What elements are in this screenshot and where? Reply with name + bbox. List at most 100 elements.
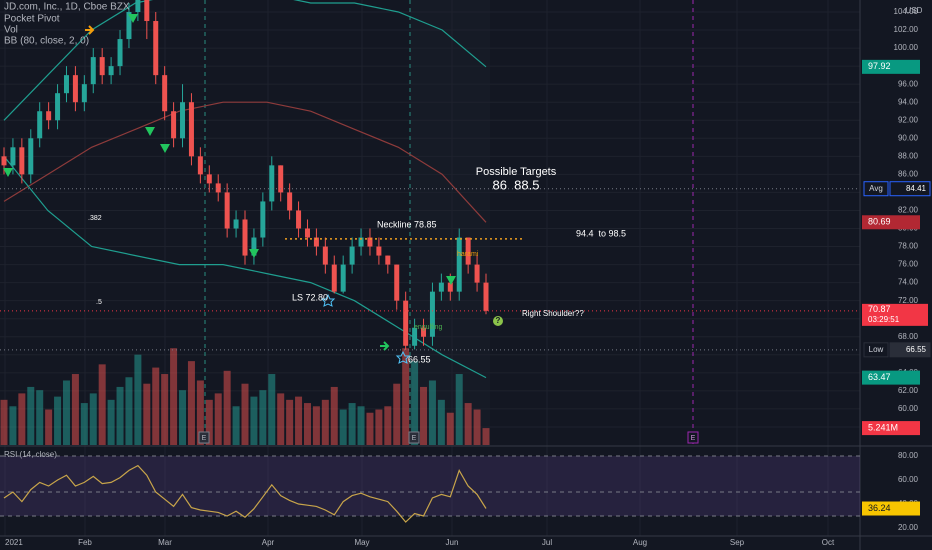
volume-bar bbox=[259, 390, 267, 445]
annotation: Right Shoulder?? bbox=[522, 309, 584, 318]
candle-body bbox=[367, 237, 373, 247]
candle-body bbox=[171, 111, 177, 139]
x-tick-label: Feb bbox=[78, 538, 92, 547]
volume-bar bbox=[384, 406, 392, 445]
x-tick-label: May bbox=[354, 538, 369, 547]
candle-body bbox=[162, 75, 168, 112]
candle-body bbox=[63, 75, 69, 94]
badge bbox=[862, 421, 920, 436]
volume-bar bbox=[54, 396, 62, 445]
volume-bar bbox=[27, 386, 35, 445]
volume-bar bbox=[277, 393, 285, 445]
volume-bar bbox=[107, 399, 115, 445]
y-tick-label: 62.00 bbox=[898, 386, 919, 395]
volume-bar bbox=[303, 403, 311, 445]
candle-body bbox=[90, 57, 96, 85]
volume-bar bbox=[214, 393, 222, 445]
volume-bar bbox=[375, 409, 383, 445]
badge-name: Avg bbox=[869, 184, 883, 193]
annotation: .5 bbox=[96, 299, 102, 306]
candle-body bbox=[385, 255, 391, 265]
volume-bar bbox=[241, 383, 249, 445]
volume-bar bbox=[18, 393, 26, 445]
volume-bar bbox=[321, 399, 329, 445]
volume-bar bbox=[455, 374, 463, 445]
volume-bar bbox=[295, 396, 303, 445]
volume-bar bbox=[357, 406, 365, 445]
x-tick-label: Sep bbox=[730, 538, 745, 547]
currency: USD bbox=[906, 6, 923, 15]
volume-bar bbox=[330, 386, 338, 445]
candle-body bbox=[269, 165, 275, 202]
volume-bar bbox=[268, 374, 276, 445]
y-tick-label: 82.00 bbox=[898, 206, 919, 215]
candle-body bbox=[465, 237, 471, 265]
volume-bar bbox=[428, 380, 436, 445]
annotation: .382 bbox=[88, 215, 102, 222]
volume-bar bbox=[437, 399, 445, 445]
annotation: engulfing bbox=[414, 324, 443, 331]
badge-label: 97.92 bbox=[868, 61, 891, 71]
candle-body bbox=[260, 201, 266, 238]
candle-body bbox=[153, 21, 159, 76]
legend-entry: RSI (14, close) bbox=[4, 450, 57, 459]
annotation: Neckline 78.85 bbox=[377, 219, 437, 229]
markers bbox=[3, 14, 503, 364]
y-tick-label: 102.00 bbox=[894, 25, 919, 34]
annotation: harami bbox=[457, 251, 479, 258]
volume-bar bbox=[205, 399, 213, 445]
annotation: 66.55 bbox=[408, 354, 431, 364]
annotation: 86 88.5 bbox=[493, 177, 540, 192]
volume-bar bbox=[62, 380, 70, 445]
candle-body bbox=[197, 156, 203, 175]
candle-body bbox=[304, 228, 310, 238]
y-tick-label: 80.00 bbox=[898, 451, 919, 460]
badge-name: Low bbox=[869, 345, 884, 354]
candle-body bbox=[412, 327, 418, 346]
legend-entry: BB (80, close, 2, 0) bbox=[4, 36, 89, 47]
badge-timer: 03:29:51 bbox=[868, 315, 900, 324]
volume-bar bbox=[339, 409, 347, 445]
legend-entry: JD.com, Inc., 1D, Cboe BZX bbox=[4, 2, 130, 13]
candle-body bbox=[349, 246, 355, 265]
badge bbox=[889, 342, 931, 358]
x-tick-label: Jul bbox=[542, 538, 552, 547]
volume-bar bbox=[446, 412, 454, 445]
badge-label: 70.87 bbox=[868, 304, 891, 314]
legend-entry: Pocket Pivot bbox=[4, 14, 60, 25]
candle-body bbox=[296, 210, 302, 229]
volume-bar bbox=[125, 377, 133, 445]
badge-label: 36.24 bbox=[868, 503, 891, 513]
earnings-label: E bbox=[691, 435, 696, 442]
rsi-band bbox=[0, 456, 860, 516]
earnings-marker bbox=[408, 431, 420, 444]
volume-bar bbox=[366, 412, 374, 445]
badge-label: 63.47 bbox=[868, 372, 891, 382]
x-tick-label: Jun bbox=[446, 538, 459, 547]
candle-body bbox=[421, 327, 427, 337]
candle-body bbox=[126, 12, 132, 40]
volume-bar bbox=[312, 406, 320, 445]
rsi-line bbox=[3, 464, 487, 523]
y-tick-label: 78.00 bbox=[898, 242, 919, 251]
arrow bbox=[380, 341, 390, 351]
legend-entry: Vol bbox=[4, 25, 18, 36]
badge bbox=[862, 215, 920, 230]
signal bbox=[249, 249, 259, 258]
volume-bar bbox=[473, 409, 481, 445]
volume-bar bbox=[0, 399, 8, 445]
y-tick-label: 86.00 bbox=[898, 169, 919, 178]
shade bbox=[410, 0, 490, 446]
volume-bar bbox=[89, 393, 97, 445]
candle-body bbox=[251, 237, 257, 256]
y-tick-label: 94.00 bbox=[898, 97, 919, 106]
annotations: Possible Targets 86 88.5 Neckline 78.85 … bbox=[88, 166, 626, 364]
volume-bar bbox=[152, 367, 160, 445]
candle-body bbox=[19, 147, 25, 175]
volume-bar bbox=[348, 403, 356, 445]
y-tick-label: 96.00 bbox=[898, 79, 919, 88]
candle-body bbox=[55, 93, 61, 121]
annotation: 94.4 to 98.5 bbox=[576, 228, 626, 238]
signal bbox=[145, 127, 155, 136]
